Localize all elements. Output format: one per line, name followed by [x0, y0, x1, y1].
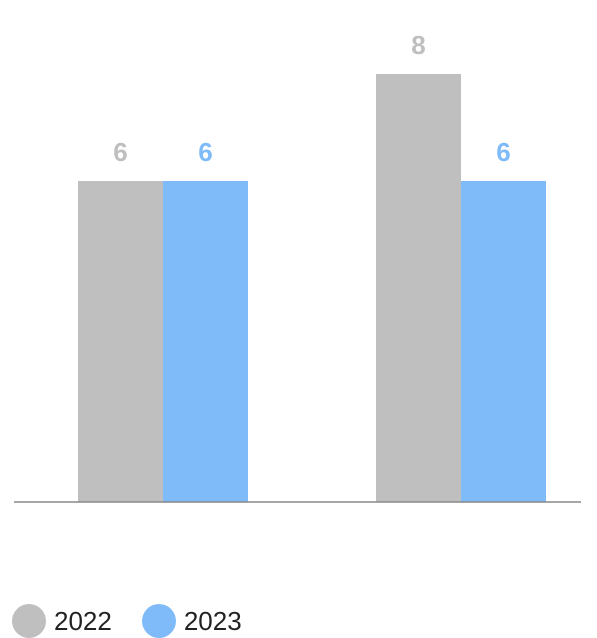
- bars-group: [78, 74, 546, 502]
- bar-2023-group-2: [461, 181, 546, 502]
- legend-item-2023: 2023: [141, 604, 242, 638]
- data-labels-group: 6 8 6 6: [113, 30, 510, 167]
- legend-swatch-2022: [12, 604, 46, 638]
- data-label-2022-group-2: 8: [411, 30, 425, 60]
- legend-item-2022: 2022: [12, 604, 112, 638]
- legend-label-2023: 2023: [183, 605, 242, 636]
- legend-label-2022: 2022: [54, 605, 112, 636]
- data-label-2022-group-1: 6: [113, 137, 127, 167]
- data-label-2023-group-1: 6: [198, 137, 212, 167]
- bar-2022-group-1: [78, 181, 163, 502]
- legend: 2022 2023: [12, 604, 272, 638]
- bar-2022-group-2: [376, 74, 461, 502]
- data-label-2023-group-2: 6: [496, 137, 510, 167]
- legend-swatch-2023: [141, 604, 176, 638]
- bar-chart: 6 8 6 6: [14, 30, 581, 503]
- bar-2023-group-1: [163, 181, 248, 502]
